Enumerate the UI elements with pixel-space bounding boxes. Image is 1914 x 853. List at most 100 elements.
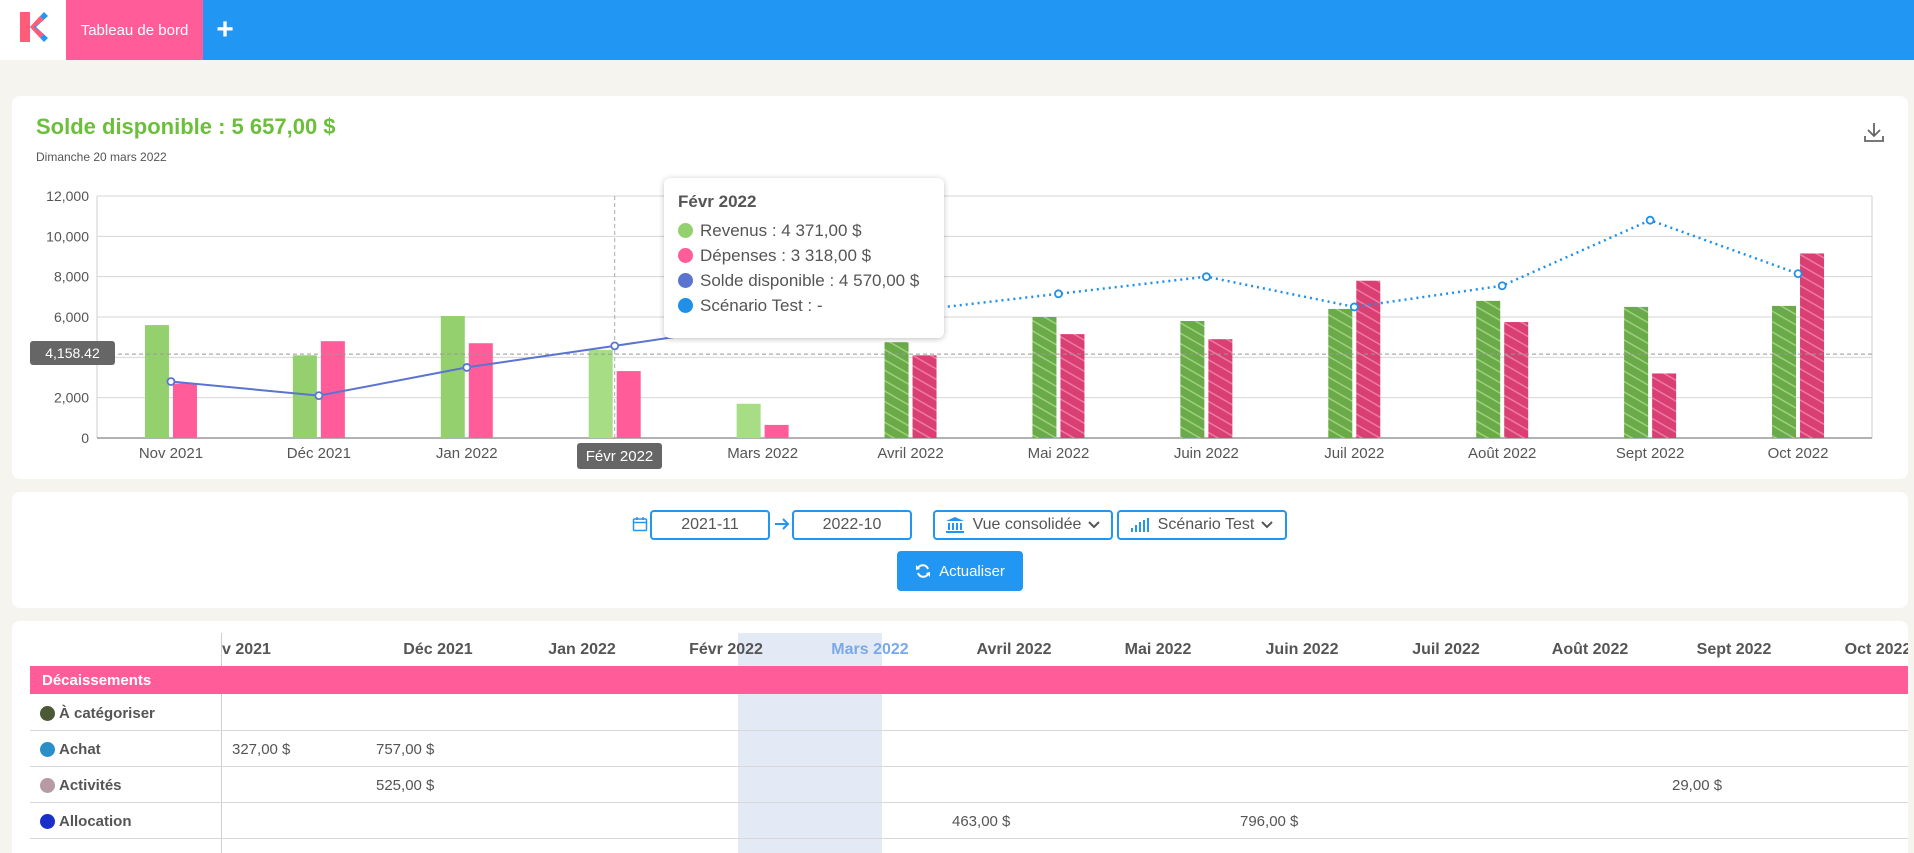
solde-line-point	[462, 363, 472, 372]
bank-icon	[945, 517, 964, 533]
table-row[interactable]: À catégoriser	[30, 695, 1908, 731]
bar-depenses	[1060, 334, 1085, 438]
tooltip-row-solde: Solde disponible : 4 570,00 $	[678, 268, 930, 293]
tooltip-row-depenses: Dépenses : 3 318,00 $	[678, 243, 930, 268]
view-select[interactable]: Vue consolidée	[933, 510, 1113, 540]
table-month-header: Mars 2022	[831, 641, 909, 658]
y-tick-label: 2,000	[54, 390, 89, 406]
table-cell-value[interactable]: 525,00 $	[376, 776, 435, 794]
tab-tableau-de-bord[interactable]: Tableau de bord	[66, 0, 203, 60]
x-tick-label: Sept 2022	[1616, 445, 1684, 462]
bar-depenses	[1208, 339, 1233, 438]
table-cell-value[interactable]: 463,00 $	[952, 812, 1011, 830]
scenario-line-point	[1645, 215, 1655, 225]
available-balance-title: Solde disponible : 5 657,00 $	[36, 114, 336, 139]
balance-date: Dimanche 20 mars 2022	[36, 150, 167, 164]
y-tick-label: 8,000	[54, 269, 89, 285]
tooltip-row-label: Solde disponible : 4 570,00 $	[700, 270, 920, 290]
table-month-header: Août 2022	[1551, 641, 1629, 658]
table-month-header: Mai 2022	[1124, 641, 1192, 658]
table-row[interactable]: Achat 327,00 $ 757,00 $	[30, 731, 1908, 767]
start-date-input[interactable]	[650, 510, 770, 540]
x-tick-label: Mars 2022	[727, 445, 798, 462]
scenario-line-point	[1349, 302, 1359, 312]
bar-revenus	[1772, 305, 1797, 438]
bar-depenses	[172, 383, 197, 438]
x-tick-label: Oct 2022	[1768, 445, 1829, 462]
chart-panel: Solde disponible : 5 657,00 $ Dimanche 2…	[12, 96, 1908, 479]
bar-depenses	[912, 355, 937, 438]
category-label: Allocation	[40, 803, 132, 839]
bar-revenus	[1180, 321, 1205, 438]
x-tick-label: Juil 2022	[1324, 445, 1384, 462]
solde-dot-icon	[678, 273, 693, 288]
signal-bars-icon	[1130, 518, 1149, 532]
x-tick-label: Août 2022	[1468, 445, 1536, 462]
table-month-header: Jan 2022	[548, 641, 616, 658]
refresh-icon	[915, 563, 931, 579]
category-color-dot-icon	[40, 705, 55, 721]
x-tick-label: Juin 2022	[1174, 445, 1239, 462]
scenario-line-point	[1054, 289, 1063, 299]
category-color-dot-icon	[40, 813, 55, 829]
bar-depenses	[320, 341, 345, 438]
table-row[interactable]: Allocation 463,00 $ 796,00 $	[30, 803, 1908, 839]
table-cell-value[interactable]: 796,00 $	[1240, 812, 1299, 830]
bar-revenus	[1032, 317, 1057, 438]
bar-revenus	[588, 349, 613, 438]
table-cell-value[interactable]: 29,00 $	[1672, 776, 1723, 794]
bar-revenus	[736, 403, 761, 438]
depenses-dot-icon	[678, 248, 693, 263]
scenario-select[interactable]: Scénario Test	[1117, 510, 1287, 540]
download-icon[interactable]	[1862, 120, 1886, 144]
bar-revenus	[1328, 308, 1353, 438]
table-cell-value[interactable]: 757,00 $	[376, 740, 435, 758]
table-month-header: Févr 2022	[689, 641, 763, 658]
table-row[interactable]: Activités 525,00 $ 29,00 $	[30, 767, 1908, 803]
x-tick-label: Jan 2022	[436, 445, 498, 462]
scenario-line-point	[1201, 272, 1211, 282]
revenus-dot-icon	[678, 223, 693, 238]
tooltip-row-label: Scénario Test : -	[700, 295, 823, 315]
refresh-button[interactable]: Actualiser	[897, 551, 1023, 591]
category-color-dot-icon	[40, 777, 55, 793]
bar-depenses	[764, 424, 789, 438]
top-bar: Tableau de bord +	[0, 0, 1914, 60]
category-label: À catégoriser	[40, 695, 155, 731]
chevron-down-icon	[1261, 521, 1274, 529]
tooltip-row-scenario: Scénario Test : -	[678, 293, 930, 318]
category-name: À catégoriser	[59, 704, 155, 722]
table-cell-value[interactable]: 327,00 $	[232, 740, 291, 758]
tooltip-title: Févr 2022	[678, 192, 757, 211]
bar-depenses	[1356, 280, 1381, 438]
add-tab-button[interactable]: +	[216, 13, 234, 46]
solde-line-point	[314, 391, 324, 401]
column-divider	[221, 633, 222, 853]
section-decaissements[interactable]: Décaissements	[30, 666, 1908, 694]
category-color-dot-icon	[40, 741, 55, 757]
table-panel: v 2021 Déc 2021 Jan 2022 Févr 2022 Mars 2022…	[12, 621, 1908, 853]
scenario-line-point	[1793, 269, 1803, 279]
scenario-select-value: Scénario Test	[1157, 516, 1255, 533]
table-month-header: Avril 2022	[976, 641, 1052, 658]
y-tick-label: 12,000	[46, 188, 89, 204]
solde-line-point	[166, 377, 176, 386]
bar-depenses	[468, 343, 493, 438]
bar-depenses	[1652, 373, 1677, 438]
controls-panel: Vue consolidée Scénario Test	[12, 492, 1908, 608]
category-name: Achat	[59, 740, 101, 758]
category-label: Activités	[40, 767, 122, 803]
table-month-header: Juin 2022	[1265, 641, 1339, 658]
bar-depenses	[616, 371, 641, 438]
table-month-header: Sept 2022	[1696, 641, 1772, 658]
y-tick-label: 6,000	[54, 309, 89, 325]
app-logo[interactable]	[0, 0, 66, 60]
chart-tooltip: Févr 2022 Revenus : 4 371,00 $ Dépenses …	[664, 178, 944, 338]
bar-depenses	[1504, 322, 1529, 438]
end-date-input[interactable]	[792, 510, 912, 540]
arrow-right-icon	[775, 518, 790, 530]
bar-revenus	[1624, 306, 1649, 438]
x-tick-label: Nov 2021	[139, 445, 203, 462]
table-month-header: Déc 2021	[403, 641, 473, 658]
